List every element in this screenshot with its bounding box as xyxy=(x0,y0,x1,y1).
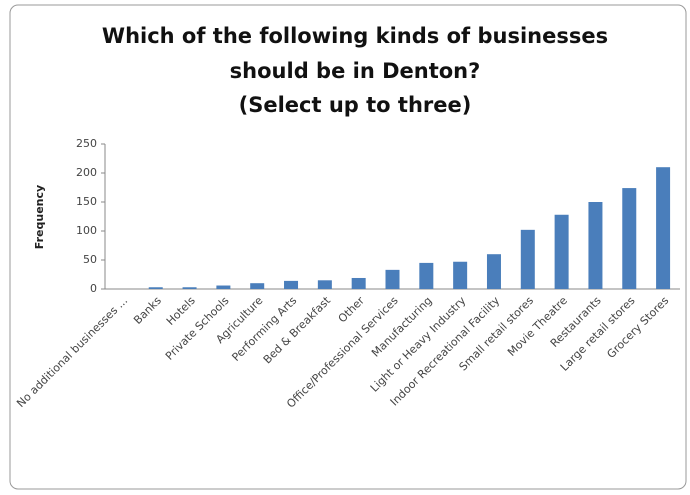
y-axis-label: Frequency xyxy=(33,185,46,249)
bar xyxy=(656,167,671,289)
bar xyxy=(317,280,332,289)
bar xyxy=(588,202,603,289)
bar xyxy=(520,229,535,289)
chart-title: Which of the following kinds of business… xyxy=(102,24,608,48)
bar xyxy=(453,261,468,289)
chart-title: (Select up to three) xyxy=(239,93,472,117)
bar xyxy=(216,285,231,289)
y-tick-label: 200 xyxy=(76,166,97,179)
bar xyxy=(351,277,366,289)
bar xyxy=(419,262,434,289)
bar xyxy=(385,269,400,289)
chart-border xyxy=(9,4,687,490)
bar xyxy=(554,214,569,289)
chart-title: should be in Denton? xyxy=(230,59,481,83)
y-tick-label: 0 xyxy=(90,282,97,295)
y-tick-label: 150 xyxy=(76,195,97,208)
bar xyxy=(622,188,637,289)
bar xyxy=(250,283,265,289)
y-tick-label: 100 xyxy=(76,224,97,237)
bar xyxy=(486,254,501,289)
y-tick-label: 250 xyxy=(76,137,97,150)
y-tick-label: 50 xyxy=(83,253,97,266)
bar xyxy=(284,280,299,289)
bar xyxy=(148,287,163,289)
bar xyxy=(182,287,197,289)
